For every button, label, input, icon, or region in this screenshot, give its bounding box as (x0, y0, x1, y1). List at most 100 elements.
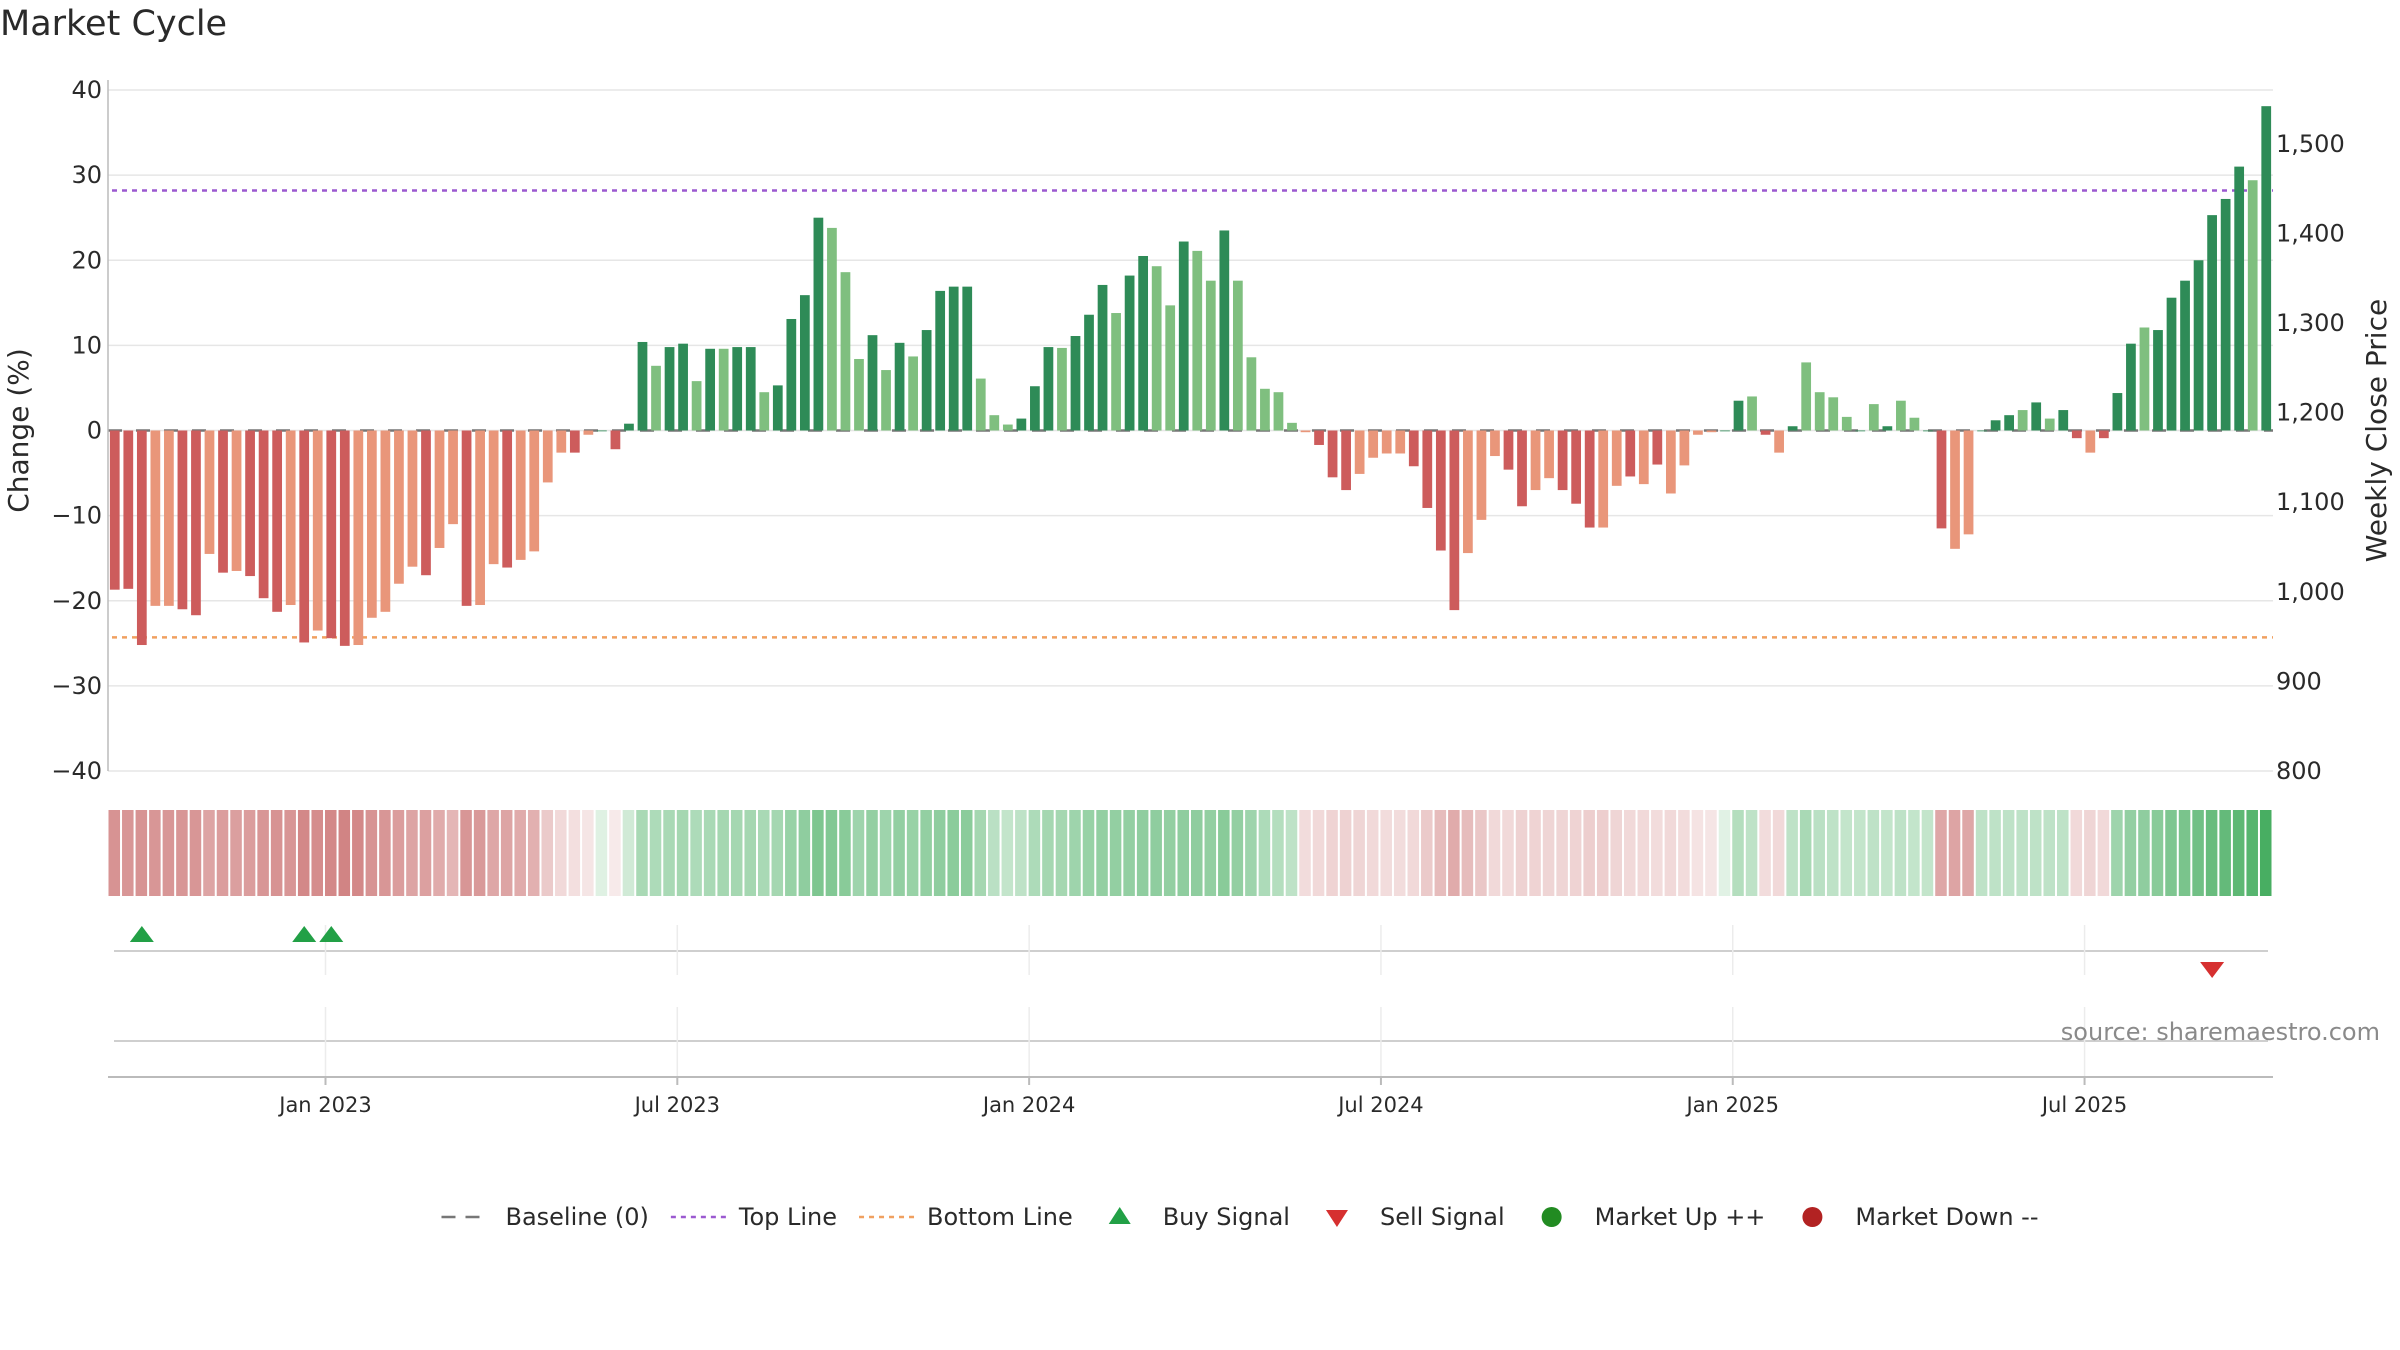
heat-cell (1136, 810, 1149, 896)
change-bar (448, 430, 458, 525)
change-bar (1760, 430, 1771, 435)
change-bar (1368, 430, 1379, 458)
heat-cell (690, 810, 702, 896)
change-bar (1638, 430, 1649, 485)
legend-label: Sell Signal (1380, 1203, 1505, 1231)
legend-label: Market Down -- (1855, 1203, 2038, 1231)
signal-panel (114, 925, 2268, 1077)
heat-cell (176, 810, 188, 896)
heat-cell (663, 810, 675, 896)
change-bar (2247, 180, 2258, 431)
change-bar (1476, 430, 1487, 520)
heat-cell (960, 810, 973, 896)
heat-cell (649, 810, 662, 896)
y-tick-label: 10 (71, 331, 102, 359)
legend-circle-icon (1802, 1207, 1823, 1227)
change-bar (894, 342, 905, 431)
heat-cell (325, 810, 337, 896)
heat-cell (1610, 810, 1622, 896)
change-bar (1814, 392, 1825, 431)
change-bar (2234, 166, 2245, 431)
change-bar (312, 430, 323, 631)
change-bar (1165, 305, 1176, 431)
change-bar (881, 370, 891, 431)
heat-cell (1732, 810, 1744, 896)
heat-cell (2178, 810, 2191, 896)
heat-cell (1326, 810, 1338, 896)
heat-cell (135, 810, 148, 896)
y2-tick-label: 900 (2276, 667, 2322, 695)
change-bar (2153, 330, 2163, 431)
change-bar (1503, 430, 1514, 470)
change-bar (1341, 430, 1351, 491)
reference-lines (108, 189, 2273, 639)
change-bar (1381, 430, 1392, 454)
legend-item: Bottom Line (859, 1203, 1073, 1231)
heat-cell (1421, 810, 1433, 896)
heat-cell (1881, 810, 1893, 896)
change-bar (556, 430, 567, 453)
heat-cell (974, 810, 987, 896)
change-bar (1192, 250, 1203, 431)
change-bar (380, 430, 391, 612)
heat-cell (1569, 810, 1582, 896)
change-bar (1909, 417, 1920, 431)
heat-cell (744, 810, 756, 896)
heat-cell (1434, 810, 1447, 896)
heat-cell (609, 810, 621, 896)
heat-cell (582, 810, 594, 896)
axes: 40 30 20 10 0 −10 −20 −30 −40 1,500 1,400 1,300 1,20… (2, 76, 2393, 1117)
heat-cell (839, 810, 851, 896)
y-tick-label: −10 (51, 502, 102, 530)
heat-cell (2246, 810, 2258, 896)
heat-cell (2111, 810, 2123, 896)
change-bar (1990, 420, 2001, 431)
change-bar (1043, 347, 1054, 431)
heat-cell (1042, 810, 1054, 896)
heat-cell (1475, 810, 1487, 896)
heat-cell (852, 810, 865, 896)
change-bar (421, 430, 431, 576)
change-bar (921, 330, 932, 431)
heat-cell (1380, 810, 1392, 896)
change-bar (529, 430, 540, 552)
heat-cell (758, 810, 770, 896)
heat-cell (433, 810, 445, 896)
change-bar (299, 430, 310, 643)
change-bar (597, 430, 607, 432)
heat-cell (676, 810, 689, 896)
change-bar (2207, 215, 2217, 431)
change-bar (2044, 418, 2055, 431)
legend-label: Market Up ++ (1595, 1203, 1766, 1231)
change-bar (678, 343, 688, 431)
heat-cell (1826, 810, 1839, 896)
change-bar (1923, 430, 1933, 432)
change-bar (353, 430, 364, 646)
heat-cell (284, 810, 296, 896)
heat-cell (203, 810, 215, 896)
change-bar (1030, 386, 1040, 431)
change-bar (542, 430, 553, 483)
change-bar (339, 430, 350, 646)
change-bar (1544, 430, 1554, 479)
heat-cell (1529, 810, 1541, 896)
heat-cell (230, 810, 242, 896)
heat-cell (1015, 810, 1027, 896)
heat-cell (785, 810, 797, 896)
y2-tick-label: 1,100 (2276, 488, 2345, 516)
heat-cell (1894, 810, 1907, 896)
x-tick-label: Jul 2024 (1336, 1093, 1423, 1117)
heat-cell (1299, 810, 1311, 896)
heat-cell (1772, 810, 1785, 896)
heat-cell (1786, 810, 1798, 896)
heat-cell (365, 810, 378, 896)
change-bar (772, 385, 783, 431)
change-bar (2220, 198, 2231, 431)
change-bar (1300, 430, 1311, 433)
legend-item: Top Line (670, 1203, 837, 1231)
legend-item: Market Down -- (1802, 1203, 2039, 1231)
change-bar (583, 430, 594, 435)
change-bar (1354, 430, 1365, 474)
heat-cell (406, 810, 418, 896)
